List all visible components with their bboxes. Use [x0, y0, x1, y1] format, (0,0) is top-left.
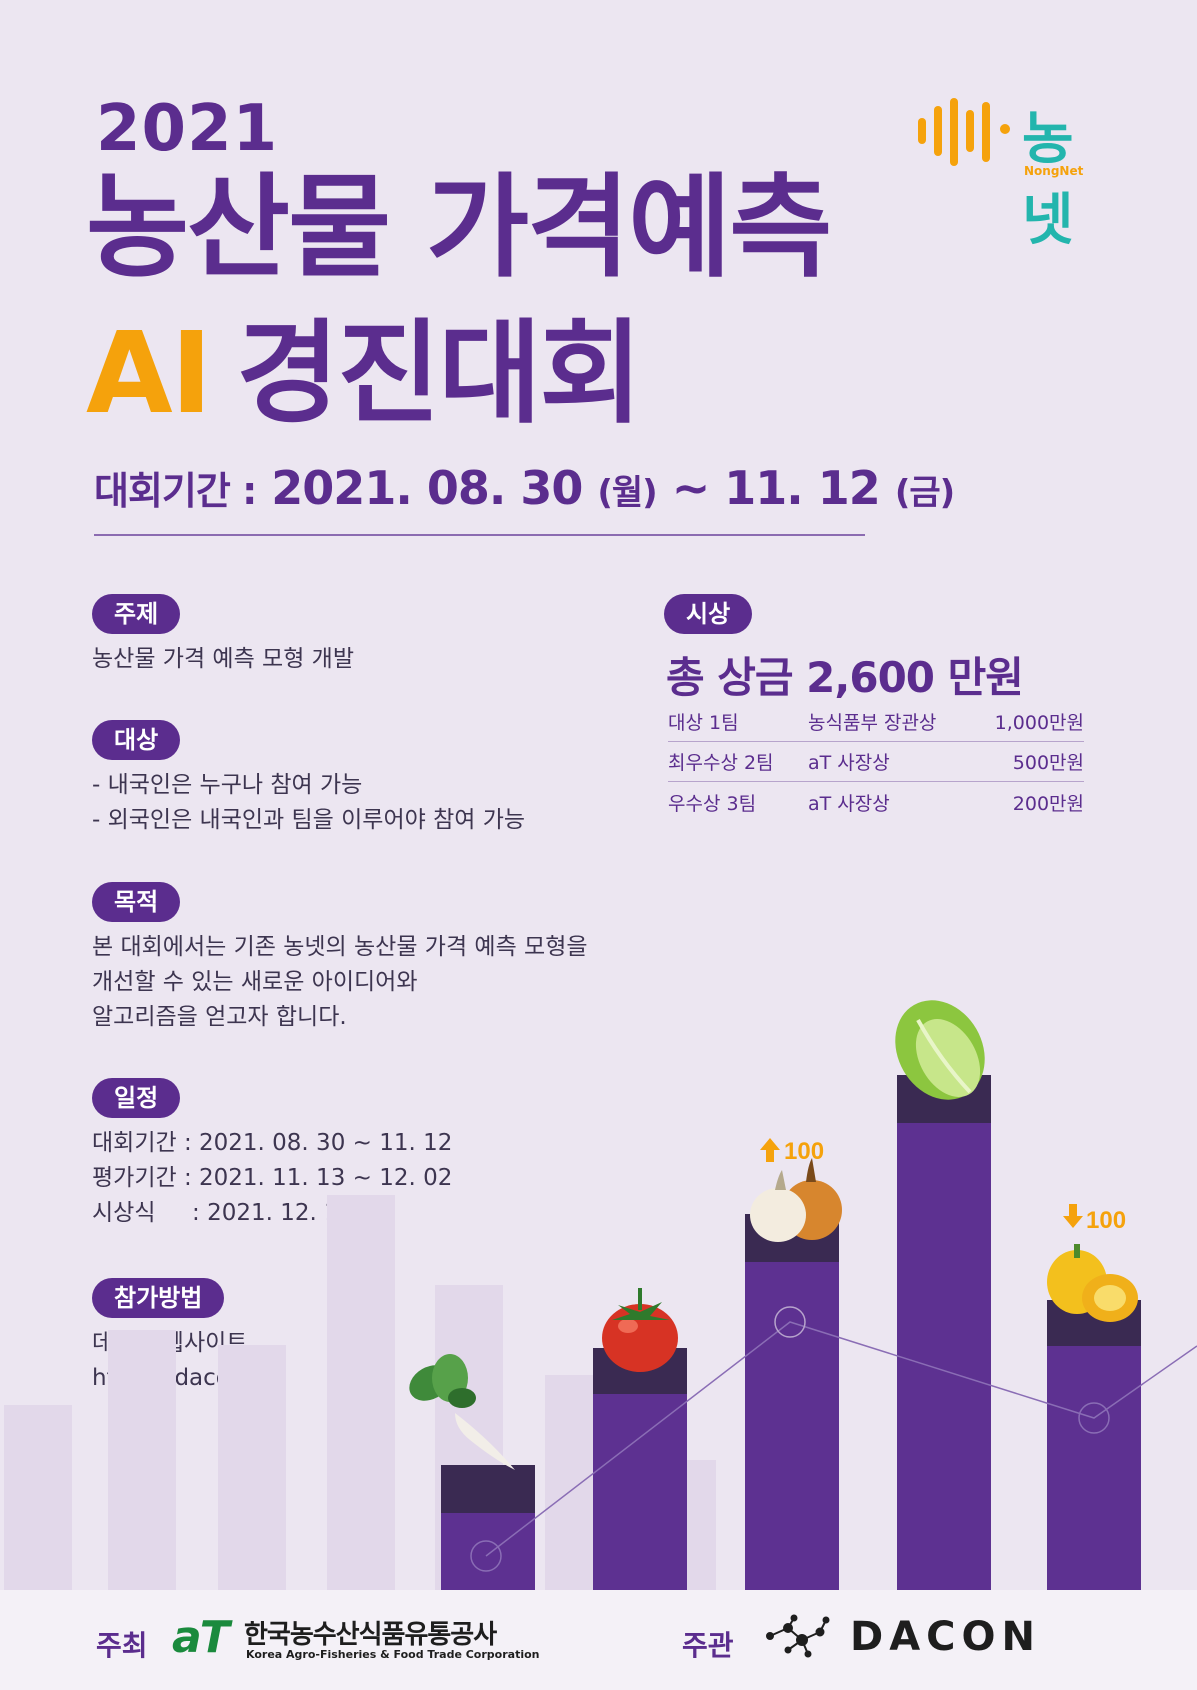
topic-section: 주제 농산물 가격 예측 모형 개발 — [92, 594, 354, 677]
schedule-section: 일정 대회기간 : 2021. 08. 30 ~ 11. 12 평가기간 : 2… — [92, 1078, 452, 1231]
header-divider — [94, 534, 865, 536]
down-label: 100 — [1086, 1207, 1126, 1234]
host-label: 주최 — [96, 1629, 148, 1662]
topic-badge: 주제 — [92, 594, 181, 634]
period-start: 2021. 08. 30 — [271, 461, 583, 515]
prize-total: 총 상금 2,600 만원 — [666, 653, 1024, 702]
target-badge: 대상 — [92, 720, 181, 760]
radish-icon — [409, 1354, 515, 1470]
prize-row: 최우수상 2팀 aT 사장상 500만원 — [668, 742, 1084, 782]
prize-badge: 시상 — [664, 594, 753, 634]
period-start-day: (월) — [597, 473, 657, 513]
prize-rank: 대상 1팀 — [668, 712, 739, 734]
price-down-marker: 100 — [1063, 1204, 1126, 1234]
footer: 주최 aT 한국농수산식품유통공사 Korea Agro-Fisheries &… — [0, 1590, 1197, 1690]
logo-sub: NongNet — [1024, 164, 1084, 178]
organizer-label: 주관 — [682, 1629, 734, 1662]
trend-line — [485, 1321, 1197, 1557]
tomato-icon — [602, 1288, 678, 1372]
schedule-line: 평가기간 : 2021. 11. 13 ~ 12. 02 — [92, 1165, 453, 1191]
prize-award: aT 사장상 — [808, 792, 890, 815]
year: 2021 — [96, 92, 279, 166]
purpose-line: 개선할 수 있는 새로운 아이디어와 — [92, 969, 418, 995]
host-eng: Korea Agro-Fisheries & Food Trade Corpor… — [246, 1648, 540, 1661]
topic-text: 농산물 가격 예측 모형 개발 — [92, 646, 355, 672]
period-end: 11. 12 — [724, 461, 881, 515]
bar-onion — [745, 1214, 839, 1590]
purpose-line: 본 대회에서는 기존 농넷의 농산물 가격 예측 모형을 — [92, 934, 588, 960]
schedule-badge: 일정 — [92, 1078, 181, 1118]
target-line: - 내국인은 누구나 참여 가능 — [92, 772, 363, 798]
purpose-section: 목적 본 대회에서는 기존 농넷의 농산물 가격 예측 모형을 개선할 수 있는… — [92, 882, 588, 1035]
period-label: 대회기간 : — [94, 469, 257, 513]
period-end-day: (금) — [894, 473, 955, 513]
dacon-network-icon — [766, 1614, 830, 1658]
contest-period: 대회기간 : 2021. 08. 30 (월) ~ 11. 12 (금) — [94, 460, 955, 515]
nongnet-logo: 농넷 NongNet — [918, 98, 1118, 253]
prize-amount: 500만원 — [1012, 752, 1084, 774]
dacon-logo: DACON — [850, 1614, 1041, 1660]
target-section: 대상 - 내국인은 누구나 참여 가능 - 외국인은 내국인과 팀을 이루어야 … — [92, 720, 525, 838]
title-line2: AI 경진대회 — [86, 318, 643, 430]
prize-table: 대상 1팀 농식품부 장관상 1,000만원 최우수상 2팀 aT 사장상 50… — [668, 702, 1084, 822]
prize-badge-wrap: 시상 — [664, 594, 753, 634]
howto-badge: 참가방법 — [92, 1278, 225, 1318]
bar-paprika — [1047, 1300, 1141, 1590]
logo-name: 농넷 — [1022, 107, 1074, 253]
prize-row: 우수상 3팀 aT 사장상 200만원 — [668, 782, 1084, 822]
prize-amount: 1,000만원 — [994, 712, 1084, 734]
schedule-line: 대회기간 : 2021. 08. 30 ~ 11. 12 — [92, 1130, 453, 1156]
purpose-badge: 목적 — [92, 882, 181, 922]
main-bars — [441, 1075, 1141, 1590]
target-line: - 외국인은 내국인과 팀을 이루어야 참여 가능 — [92, 807, 526, 833]
paprika-icon — [1047, 1244, 1138, 1322]
purpose-line: 알고리즘을 얻고자 합니다. — [92, 1004, 347, 1030]
prize-award: 농식품부 장관상 — [808, 712, 937, 734]
at-logo: aT — [172, 1612, 230, 1663]
arrow-up-icon — [760, 1138, 780, 1162]
title-contest: 경진대회 — [236, 309, 642, 439]
prize-rank: 최우수상 2팀 — [668, 752, 774, 774]
period-sep: ~ — [671, 461, 711, 515]
onion-icon — [750, 1158, 842, 1242]
decorative-bar-chart: 100 100 — [4, 1000, 1197, 1590]
host-name: 한국농수산식품유통공사 — [244, 1620, 497, 1650]
prize-amount: 200만원 — [1012, 792, 1084, 815]
price-up-marker: 100 — [760, 1138, 824, 1165]
prize-row: 대상 1팀 농식품부 장관상 1,000만원 — [668, 702, 1084, 742]
up-label: 100 — [784, 1138, 824, 1165]
prize-rank: 우수상 3팀 — [668, 792, 757, 815]
prize-award: aT 사장상 — [808, 752, 890, 774]
arrow-down-icon — [1063, 1204, 1083, 1228]
bar-cabbage — [897, 1075, 991, 1590]
cabbage-icon — [895, 1000, 985, 1100]
title-line1: 농산물 가격예측 — [86, 163, 832, 293]
schedule-line: 시상식 : 2021. 12. 10 — [92, 1200, 354, 1226]
title-ai: AI — [86, 309, 212, 439]
